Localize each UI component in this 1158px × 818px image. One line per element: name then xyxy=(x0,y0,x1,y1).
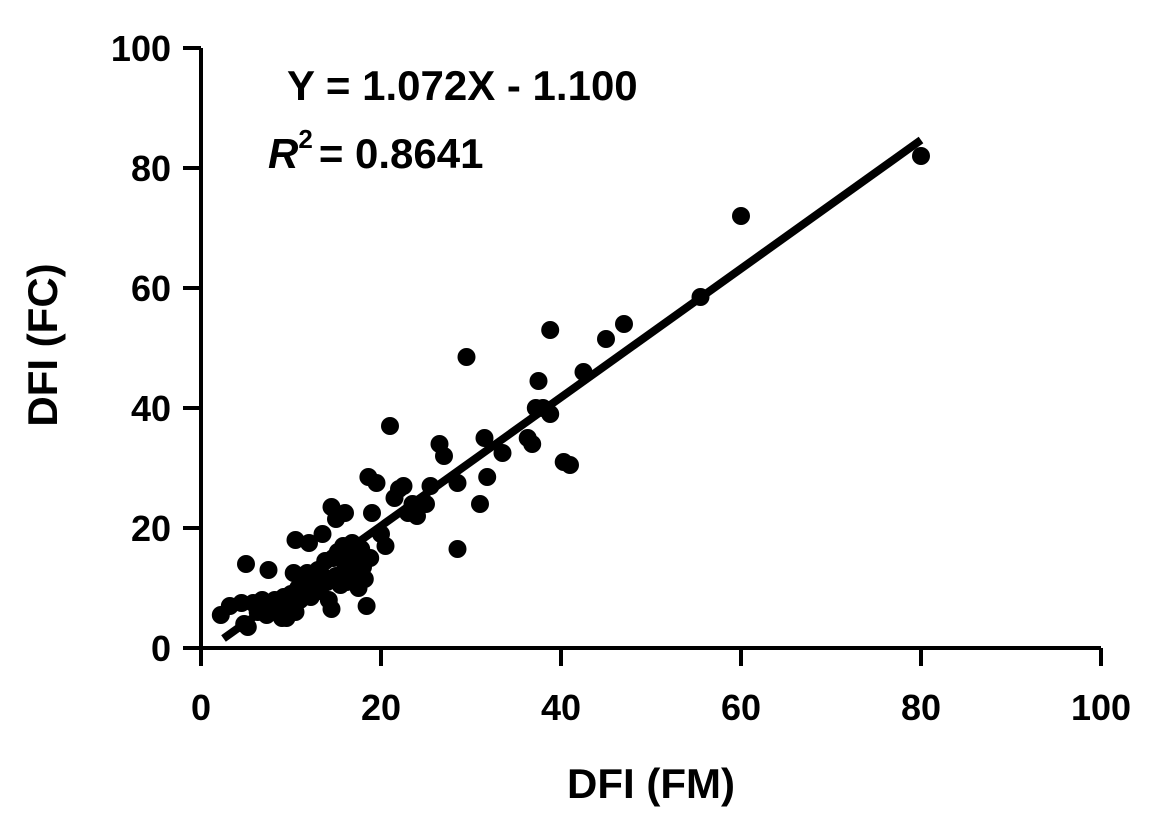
data-point xyxy=(912,147,930,165)
y-tick-label: 100 xyxy=(111,28,171,69)
x-tick-label: 60 xyxy=(721,687,761,728)
data-point xyxy=(363,504,381,522)
x-ticks: 0 20 40 60 80 100 xyxy=(191,648,1131,728)
data-point xyxy=(355,570,374,588)
data-point xyxy=(478,468,497,486)
data-point xyxy=(259,561,278,579)
y-tick-label: 60 xyxy=(131,268,171,309)
data-points xyxy=(211,147,930,636)
data-point xyxy=(541,321,560,339)
data-point xyxy=(529,372,548,390)
regression-equation: Y = 1.072X - 1.100 xyxy=(287,62,638,109)
data-point xyxy=(361,549,380,567)
data-point xyxy=(394,477,413,495)
y-axis-title: DFI (FC) xyxy=(19,263,66,426)
regression-line xyxy=(221,136,924,642)
r-squared-symbol: R xyxy=(268,130,299,177)
data-point xyxy=(357,597,376,615)
data-point xyxy=(313,525,332,543)
data-point xyxy=(322,600,341,618)
x-tick-label: 20 xyxy=(361,687,401,728)
data-point xyxy=(615,315,633,333)
r-squared-superscript: 2 xyxy=(298,124,312,154)
r-squared-annotation: R2 = 0.8641 xyxy=(268,124,483,177)
data-point xyxy=(336,504,354,522)
data-point xyxy=(435,447,453,465)
data-point xyxy=(597,330,615,348)
data-point xyxy=(284,564,303,582)
data-point xyxy=(300,534,318,552)
data-point xyxy=(237,555,255,573)
data-point xyxy=(732,207,750,225)
y-tick-label: 0 xyxy=(151,628,171,669)
data-point xyxy=(457,348,476,366)
data-point xyxy=(277,609,296,627)
axes xyxy=(199,48,1101,650)
x-tick-label: 80 xyxy=(901,687,941,728)
data-point xyxy=(493,444,512,462)
x-axis-title: DFI (FM) xyxy=(567,760,735,807)
data-point xyxy=(523,435,542,453)
x-tick-label: 0 xyxy=(191,687,211,728)
y-tick-label: 80 xyxy=(131,148,171,189)
y-ticks: 0 20 40 60 80 100 xyxy=(111,28,201,669)
r-squared-value: = 0.8641 xyxy=(319,130,484,177)
data-point xyxy=(561,456,579,474)
x-tick-label: 40 xyxy=(541,687,581,728)
y-tick-label: 40 xyxy=(131,388,171,429)
data-point xyxy=(381,417,399,435)
y-tick-label: 20 xyxy=(131,508,171,549)
data-point xyxy=(475,429,494,447)
data-point xyxy=(471,495,489,513)
data-point xyxy=(376,537,395,555)
x-tick-label: 100 xyxy=(1071,687,1131,728)
data-point xyxy=(367,474,386,492)
data-point xyxy=(286,531,305,549)
data-point xyxy=(448,540,467,558)
